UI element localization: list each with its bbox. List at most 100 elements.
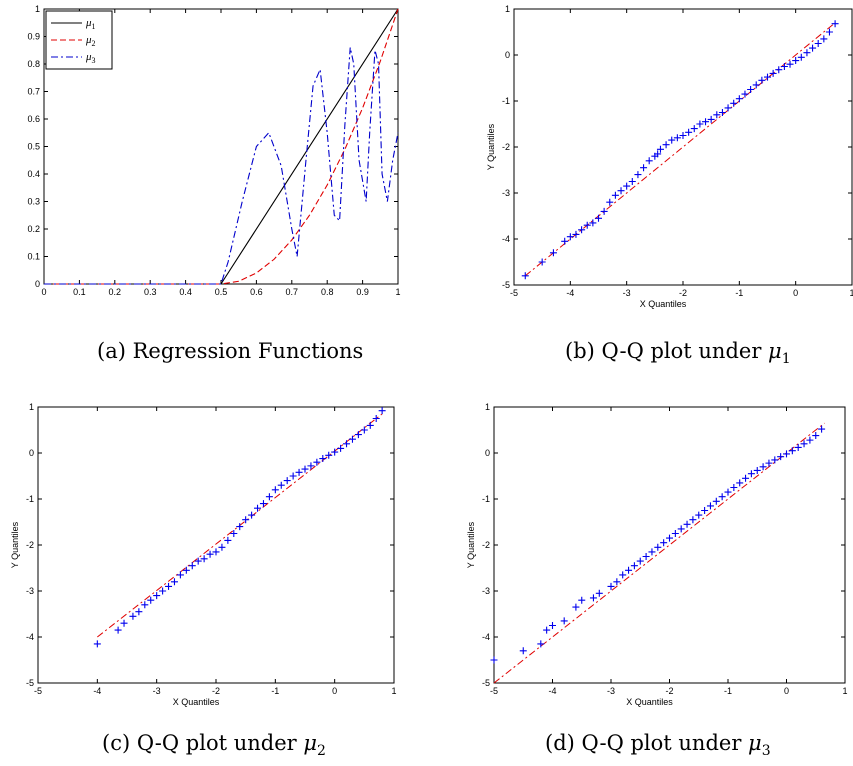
qq-point xyxy=(325,451,333,459)
qq-point xyxy=(724,104,732,112)
qq-point xyxy=(701,507,709,514)
qq-point xyxy=(566,233,574,241)
qq-point xyxy=(236,523,244,531)
qq-point xyxy=(561,237,569,245)
qq-point xyxy=(673,134,681,142)
qq-point xyxy=(628,178,636,185)
x-tick-label: 0 xyxy=(784,686,789,696)
qq-point xyxy=(636,557,644,565)
x-axis-label: X Quantiles xyxy=(626,697,673,707)
y-tick-label: -1 xyxy=(502,96,510,106)
qq-point xyxy=(825,28,833,36)
qq-point xyxy=(572,603,580,611)
qq-point xyxy=(120,619,128,627)
qq-point xyxy=(176,571,184,579)
qq-point xyxy=(200,555,208,563)
qq-point xyxy=(759,463,767,471)
qq-point xyxy=(718,109,726,116)
y-tick-label: -3 xyxy=(502,188,510,198)
x-tick-label: 0.3 xyxy=(144,287,157,297)
x-tick-label: -5 xyxy=(490,686,498,696)
qq-point xyxy=(182,566,190,574)
qq-point xyxy=(600,207,608,215)
y-tick-label: -5 xyxy=(26,678,34,688)
y-tick-label: -5 xyxy=(482,678,490,688)
x-axis-label: X Quantiles xyxy=(173,697,220,707)
qq-point xyxy=(259,500,267,508)
qq-point xyxy=(668,136,676,144)
qq-point xyxy=(630,562,638,570)
qq-point xyxy=(764,73,771,81)
y-tick-label: 0 xyxy=(35,279,40,289)
qq-point xyxy=(654,543,662,551)
qq-point xyxy=(806,436,814,444)
qq-point xyxy=(648,548,656,556)
x-tick-label: 1 xyxy=(849,288,853,298)
x-tick-label: 1 xyxy=(391,686,396,696)
qq-point xyxy=(640,164,648,172)
x-tick-label: 0 xyxy=(41,287,46,297)
qq-point xyxy=(218,543,226,551)
qq-point xyxy=(831,20,839,28)
x-tick-label: -4 xyxy=(548,686,556,696)
qq-point xyxy=(736,479,744,487)
qq-point xyxy=(313,458,321,466)
series-line-3 xyxy=(44,47,399,285)
qq-point xyxy=(677,525,685,533)
x-tick-label: 0 xyxy=(793,288,798,298)
caption: (c) Q-Q plot under μ2 xyxy=(102,731,326,759)
y-tick-label: -3 xyxy=(482,586,490,596)
qq-point xyxy=(690,125,698,133)
qq-point xyxy=(578,226,586,234)
qq-point xyxy=(301,465,309,473)
y-tick-label: -1 xyxy=(26,494,34,504)
qq-point xyxy=(685,128,693,136)
qq-point xyxy=(814,40,822,47)
x-tick-label: -2 xyxy=(665,686,673,696)
y-tick-label: 0 xyxy=(505,50,510,60)
caption: (d) Q-Q plot under μ3 xyxy=(545,731,771,759)
qq-point xyxy=(820,35,828,43)
x-tick-label: -3 xyxy=(153,686,161,696)
y-tick-label: -3 xyxy=(26,586,34,596)
qq-point xyxy=(188,562,196,570)
y-tick-label: 1 xyxy=(29,402,34,412)
y-tick-label: 0.4 xyxy=(27,169,40,179)
qq-point xyxy=(165,582,173,590)
qq-point xyxy=(660,539,668,547)
x-tick-label: 0.5 xyxy=(215,287,228,297)
qq-point xyxy=(788,447,796,455)
x-tick-label: -1 xyxy=(724,686,732,696)
x-tick-label: 0.4 xyxy=(179,287,192,297)
qq-point xyxy=(307,462,315,470)
qq-point xyxy=(378,407,386,415)
qq-point xyxy=(617,187,625,195)
y-tick-label: -2 xyxy=(502,142,510,152)
qq-point xyxy=(783,450,790,458)
y-tick-label: 0 xyxy=(29,448,34,458)
qq-point xyxy=(730,484,738,491)
y-tick-label: -2 xyxy=(482,540,490,550)
qq-point xyxy=(354,431,362,439)
qq-point xyxy=(742,474,750,482)
qq-point xyxy=(224,536,232,544)
y-tick-label: 0.9 xyxy=(27,32,40,42)
qq-point xyxy=(248,511,256,519)
chart-d: -5 -4 -3 -2 -1 0 1 -5 -4 -3 -2 -1 0 1 X Quantiles Y Qua… xyxy=(466,402,848,759)
x-tick-label: 0.1 xyxy=(73,287,86,297)
y-tick-label: -4 xyxy=(502,234,510,244)
y-tick-label: 0 xyxy=(485,448,490,458)
x-tick-label: -3 xyxy=(623,288,631,298)
qq-point xyxy=(689,516,697,524)
x-tick-label: -4 xyxy=(566,288,574,298)
qq-point xyxy=(289,472,297,480)
qq-point xyxy=(683,520,691,528)
qq-point xyxy=(712,497,720,505)
qq-point xyxy=(114,626,122,634)
qq-point xyxy=(696,120,704,128)
qq-point xyxy=(153,592,161,600)
chart-a: 0 0.1 0.2 0.3 0.4 0.5 0.6 0.7 0.8 0.9 1 0 0.1 0.2 0.3 0… xyxy=(27,4,400,363)
qq-point xyxy=(613,578,621,586)
qq-point xyxy=(730,99,738,107)
